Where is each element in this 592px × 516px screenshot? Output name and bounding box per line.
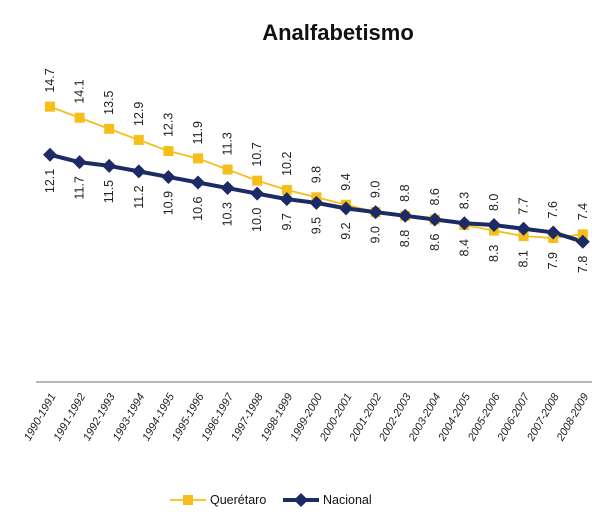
nacional-point: [546, 225, 561, 240]
queretaro-point: [163, 146, 174, 157]
data-label-queretaro: 13.5: [102, 90, 116, 114]
data-label-queretaro: 8.8: [398, 184, 412, 201]
nacional-point: [220, 181, 235, 196]
queretaro-point: [577, 229, 588, 240]
queretaro-point: [193, 153, 203, 164]
data-label-queretaro: 11.3: [221, 132, 235, 155]
nacional-point: [72, 155, 87, 170]
queretaro-point: [74, 112, 85, 123]
nacional-point: [575, 234, 590, 249]
data-label-nacional: 10.0: [250, 208, 264, 232]
legend-item-queretaro: Querétaro: [170, 493, 266, 507]
nacional-point: [339, 201, 353, 216]
legend-label: Querétaro: [210, 493, 266, 507]
data-label-nacional: 7.8: [576, 256, 590, 273]
data-label-nacional: 8.8: [398, 230, 412, 247]
data-label-queretaro: 9.0: [369, 181, 383, 198]
data-label-queretaro: 8.3: [457, 192, 471, 209]
data-label-nacional: 9.2: [339, 222, 353, 239]
data-label-queretaro: 7.7: [517, 197, 531, 214]
data-label-nacional: 7.9: [546, 252, 560, 269]
data-label-queretaro: 12.3: [161, 113, 175, 137]
nacional-point: [309, 195, 324, 210]
data-label-nacional: 9.7: [280, 213, 294, 230]
data-label-nacional: 10.9: [161, 191, 175, 215]
nacional-point: [43, 147, 57, 162]
data-label-nacional: 11.5: [102, 180, 116, 203]
data-label-queretaro: 8.6: [428, 188, 442, 205]
data-label-queretaro: 7.6: [546, 201, 560, 218]
data-label-queretaro: 8.0: [487, 194, 501, 211]
data-label-queretaro: 11.9: [191, 121, 205, 144]
data-label-queretaro: 9.8: [309, 166, 323, 183]
nacional-point: [368, 205, 383, 220]
data-label-nacional: 10.3: [221, 202, 235, 226]
queretaro-point: [252, 175, 263, 186]
nacional-point: [427, 212, 442, 227]
data-label-queretaro: 10.7: [250, 142, 264, 166]
queretaro-point: [45, 101, 55, 112]
data-label-nacional: 12.1: [43, 169, 57, 193]
data-label-nacional: 8.1: [517, 250, 531, 267]
queretaro-point: [281, 184, 292, 195]
data-label-queretaro: 12.9: [132, 102, 146, 126]
nacional-point: [487, 218, 501, 233]
legend-diamond-marker: [294, 493, 308, 507]
nacional-point: [131, 164, 146, 179]
data-label-nacional: 10.6: [191, 196, 205, 220]
nacional-point: [398, 208, 413, 223]
data-label-queretaro: 10.2: [280, 152, 294, 176]
nacional-point: [102, 158, 117, 173]
data-label-nacional: 11.7: [73, 176, 87, 199]
data-label-queretaro: 14.7: [43, 68, 57, 92]
data-label-nacional: 11.2: [132, 185, 146, 208]
data-label-nacional: 8.6: [428, 233, 442, 250]
nacional-point: [250, 186, 265, 201]
nacional-point: [161, 169, 176, 184]
legend-label: Nacional: [323, 493, 372, 507]
data-label-nacional: 9.0: [369, 226, 383, 243]
nacional-point: [516, 221, 531, 236]
legend-square-marker: [183, 495, 193, 505]
data-label-queretaro: 9.4: [339, 173, 353, 190]
data-label-queretaro: 14.1: [73, 79, 87, 103]
queretaro-point: [104, 123, 115, 134]
nacional-point: [191, 175, 205, 190]
data-label-nacional: 9.5: [309, 217, 323, 234]
chart-title: Analfabetismo: [262, 20, 414, 45]
legend-item-nacional: Nacional: [283, 493, 372, 507]
queretaro-point: [518, 231, 529, 242]
legend: Querétaro Nacional: [170, 493, 372, 507]
data-label-queretaro: 7.4: [576, 203, 590, 220]
data-label-nacional: 8.4: [457, 239, 471, 256]
nacional-point: [457, 216, 472, 231]
queretaro-point: [133, 134, 144, 145]
nacional-point: [279, 192, 294, 207]
data-label-nacional: 8.3: [487, 245, 501, 262]
queretaro-point: [222, 164, 233, 175]
